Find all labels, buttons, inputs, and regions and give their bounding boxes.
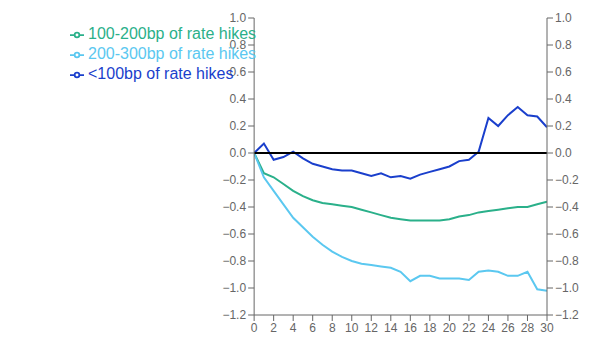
- svg-text:−0.6: −0.6: [222, 227, 246, 241]
- svg-text:−0.2: −0.2: [555, 173, 579, 187]
- svg-text:−1.2: −1.2: [555, 308, 579, 322]
- svg-text:−1.2: −1.2: [222, 308, 246, 322]
- svg-text:8: 8: [329, 321, 336, 335]
- svg-text:−0.2: −0.2: [222, 173, 246, 187]
- svg-text:0.8: 0.8: [229, 38, 246, 52]
- svg-text:24: 24: [482, 321, 496, 335]
- svg-text:12: 12: [365, 321, 379, 335]
- svg-text:14: 14: [384, 321, 398, 335]
- svg-text:0.0: 0.0: [555, 146, 572, 160]
- svg-text:1.0: 1.0: [229, 11, 246, 25]
- svg-text:4: 4: [290, 321, 297, 335]
- svg-text:0.4: 0.4: [229, 92, 246, 106]
- svg-text:0.6: 0.6: [229, 65, 246, 79]
- svg-text:2: 2: [270, 321, 277, 335]
- svg-text:0.4: 0.4: [555, 92, 572, 106]
- svg-text:6: 6: [309, 321, 316, 335]
- svg-text:20: 20: [443, 321, 457, 335]
- svg-text:28: 28: [521, 321, 535, 335]
- svg-text:0: 0: [251, 321, 258, 335]
- svg-text:30: 30: [540, 321, 554, 335]
- svg-text:0.0: 0.0: [229, 146, 246, 160]
- svg-text:−0.4: −0.4: [555, 200, 579, 214]
- svg-text:−0.6: −0.6: [555, 227, 579, 241]
- svg-text:−1.0: −1.0: [555, 281, 579, 295]
- svg-text:22: 22: [462, 321, 476, 335]
- svg-text:26: 26: [501, 321, 515, 335]
- svg-text:−0.8: −0.8: [555, 254, 579, 268]
- svg-text:10: 10: [345, 321, 359, 335]
- svg-text:−0.8: −0.8: [222, 254, 246, 268]
- svg-text:0.8: 0.8: [555, 38, 572, 52]
- svg-text:0.6: 0.6: [555, 65, 572, 79]
- svg-text:0.2: 0.2: [555, 119, 572, 133]
- svg-text:16: 16: [404, 321, 418, 335]
- svg-text:−1.0: −1.0: [222, 281, 246, 295]
- svg-text:0.2: 0.2: [229, 119, 246, 133]
- svg-text:18: 18: [423, 321, 437, 335]
- svg-text:1.0: 1.0: [555, 11, 572, 25]
- svg-text:−0.4: −0.4: [222, 200, 246, 214]
